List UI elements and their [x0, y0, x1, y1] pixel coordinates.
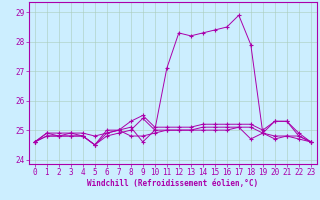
X-axis label: Windchill (Refroidissement éolien,°C): Windchill (Refroidissement éolien,°C) — [87, 179, 258, 188]
